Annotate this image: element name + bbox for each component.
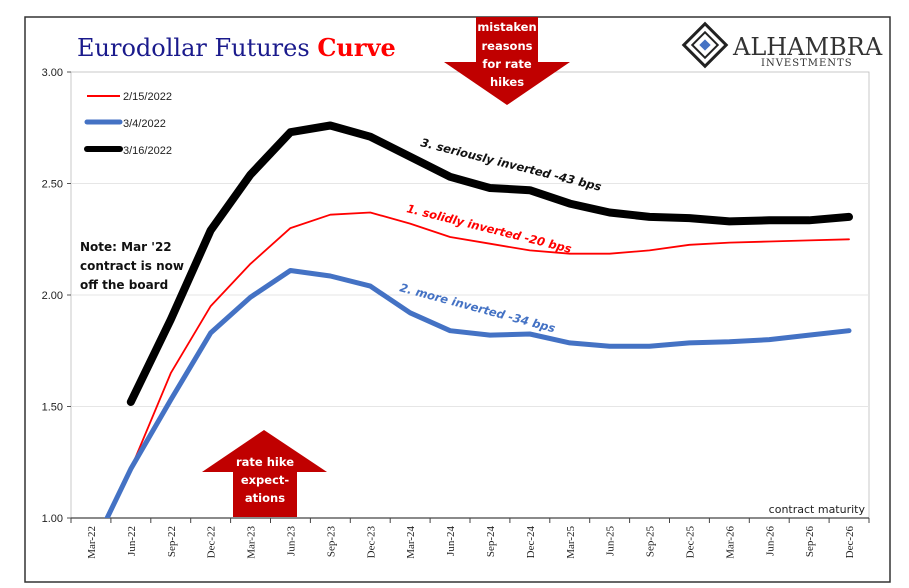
legend-label: 3/16/2022 — [123, 145, 172, 157]
x-tick-label: Sep-26 — [804, 526, 816, 558]
legend: 2/15/2022 3/4/2022 3/16/2022 — [84, 91, 172, 157]
svg-text:expect-: expect- — [241, 473, 290, 487]
x-tick-label: Jun-25 — [605, 526, 617, 556]
svg-text:off the board: off the board — [80, 278, 168, 292]
x-tick-label: Sep-23 — [325, 526, 337, 558]
alhambra-logo: ALHAMBRA INVESTMENTS — [681, 21, 883, 69]
svg-text:rate hike: rate hike — [236, 455, 294, 469]
x-tick-label: Sep-25 — [645, 526, 657, 558]
y-tick-label: 2.00 — [42, 290, 63, 302]
x-tick-label: Jun-23 — [285, 526, 297, 556]
svg-text:reasons: reasons — [481, 39, 532, 53]
x-tick-label: Dec-26 — [844, 526, 856, 559]
y-tick-label: 1.00 — [42, 513, 63, 525]
y-tick-label: 3.00 — [42, 67, 63, 79]
svg-text:mistaken: mistaken — [477, 20, 536, 34]
svg-text:Note: Mar '22: Note: Mar '22 — [80, 240, 172, 254]
y-tick-label: 1.50 — [42, 402, 63, 414]
x-tick-label: Dec-24 — [525, 526, 537, 559]
series-line-3-4-2022 — [104, 268, 852, 518]
x-tick-label: Jun-22 — [126, 526, 138, 556]
down-arrow-annotation: mistaken reasons for rate hikes — [444, 17, 570, 105]
svg-text:hikes: hikes — [490, 75, 524, 89]
x-tick-label: Dec-22 — [206, 526, 218, 558]
x-tick-label: Mar-23 — [246, 526, 258, 559]
x-tick-label: Sep-22 — [166, 526, 178, 557]
legend-label: 2/15/2022 — [123, 91, 172, 103]
x-axis-label: contract maturity — [769, 503, 866, 516]
x-tick-label: Mar-24 — [405, 526, 417, 559]
x-tick-label: Jun-24 — [445, 526, 457, 556]
svg-text:contract is now: contract is now — [80, 259, 184, 273]
svg-text:ations: ations — [245, 491, 285, 505]
x-tick-label: Mar-22 — [86, 526, 98, 559]
series-line-3-16-2022 — [126, 121, 853, 406]
x-tick-label: Sep-24 — [485, 526, 497, 558]
x-tick-label: Mar-26 — [724, 526, 736, 559]
svg-text:ALHAMBRA: ALHAMBRA — [732, 33, 883, 61]
chart-title: Eurodollar Futures Curve — [77, 33, 396, 62]
note-text: Note: Mar '22 contract is now off the bo… — [80, 240, 184, 292]
series-line-2-15-2022 — [106, 211, 850, 518]
x-tick-label: Dec-25 — [684, 526, 696, 559]
y-tick-label: 2.50 — [42, 179, 63, 191]
legend-label: 3/4/2022 — [123, 118, 166, 130]
svg-text:INVESTMENTS: INVESTMENTS — [761, 58, 853, 69]
x-tick-label: Jun-26 — [764, 526, 776, 556]
x-tick-label: Mar-25 — [565, 526, 577, 559]
up-arrow-annotation: rate hike expect- ations — [202, 430, 327, 517]
svg-text:for rate: for rate — [482, 57, 532, 71]
x-tick-label: Dec-23 — [365, 526, 377, 559]
